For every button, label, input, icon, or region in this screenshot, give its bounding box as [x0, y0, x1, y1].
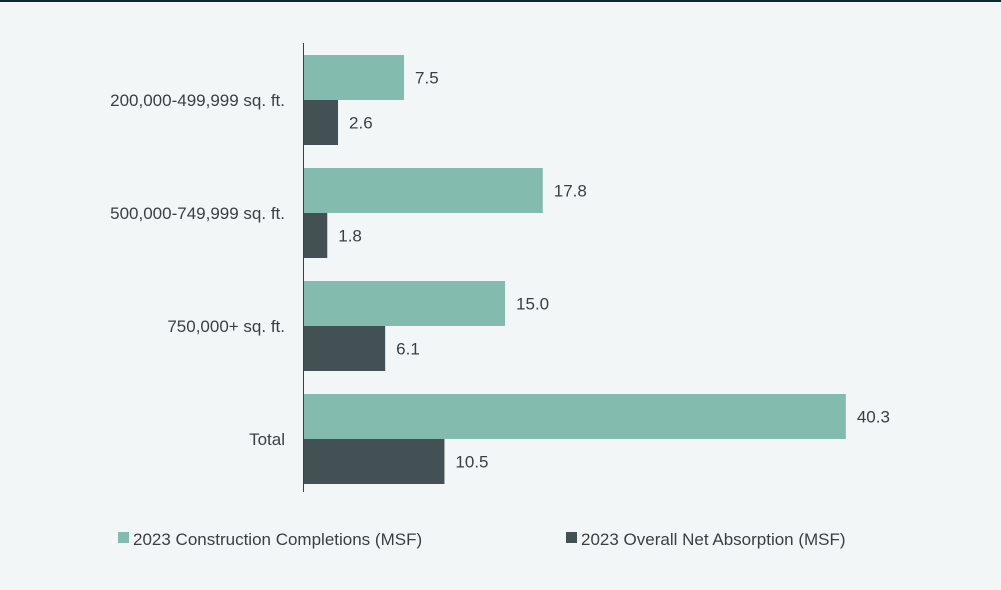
category-label-500-000-749-999-sq-ft: 500,000-749,999 sq. ft. [110, 204, 285, 223]
bars-group [303, 55, 846, 484]
legend-label-series-2: 2023 Overall Net Absorption (MSF) [581, 530, 846, 549]
value-label-200-000-499-999-sq-ft-series-1: 7.5 [415, 69, 439, 88]
value-label-total-series-2: 10.5 [455, 453, 488, 472]
value-label-750-000-sq-ft-series-2: 6.1 [396, 340, 420, 359]
bar-total-series-1 [303, 394, 846, 439]
value-label-200-000-499-999-sq-ft-series-2: 2.6 [349, 114, 373, 133]
bar-total-series-2 [303, 439, 445, 484]
bar-750-000-sq-ft-series-1 [303, 281, 506, 326]
bar-500-000-749-999-sq-ft-series-1 [303, 168, 543, 213]
legend-swatch-series-1 [118, 532, 129, 543]
legend-label-series-1: 2023 Construction Completions (MSF) [133, 530, 422, 549]
value-label-500-000-749-999-sq-ft-series-2: 1.8 [338, 227, 362, 246]
bar-200-000-499-999-sq-ft-series-2 [303, 100, 339, 145]
value-label-total-series-1: 40.3 [857, 408, 890, 427]
value-label-500-000-749-999-sq-ft-series-1: 17.8 [554, 182, 587, 201]
bar-200-000-499-999-sq-ft-series-1 [303, 55, 405, 100]
bar-750-000-sq-ft-series-2 [303, 326, 386, 371]
category-label-200-000-499-999-sq-ft: 200,000-499,999 sq. ft. [110, 91, 285, 110]
category-label-750-000-sq-ft: 750,000+ sq. ft. [167, 317, 285, 336]
value-label-750-000-sq-ft-series-1: 15.0 [516, 295, 549, 314]
category-label-total: Total [249, 430, 285, 449]
bar-500-000-749-999-sq-ft-series-2 [303, 213, 328, 258]
labels-group: 7.5 2.6 200,000-499,999 sq. ft. 17.8 1.8 500,… [110, 69, 890, 472]
legend-swatch-series-2 [566, 532, 577, 543]
legend: 2023 Construction Completions (MSF) 2023 … [118, 530, 846, 549]
top-rule [0, 0, 1001, 2]
